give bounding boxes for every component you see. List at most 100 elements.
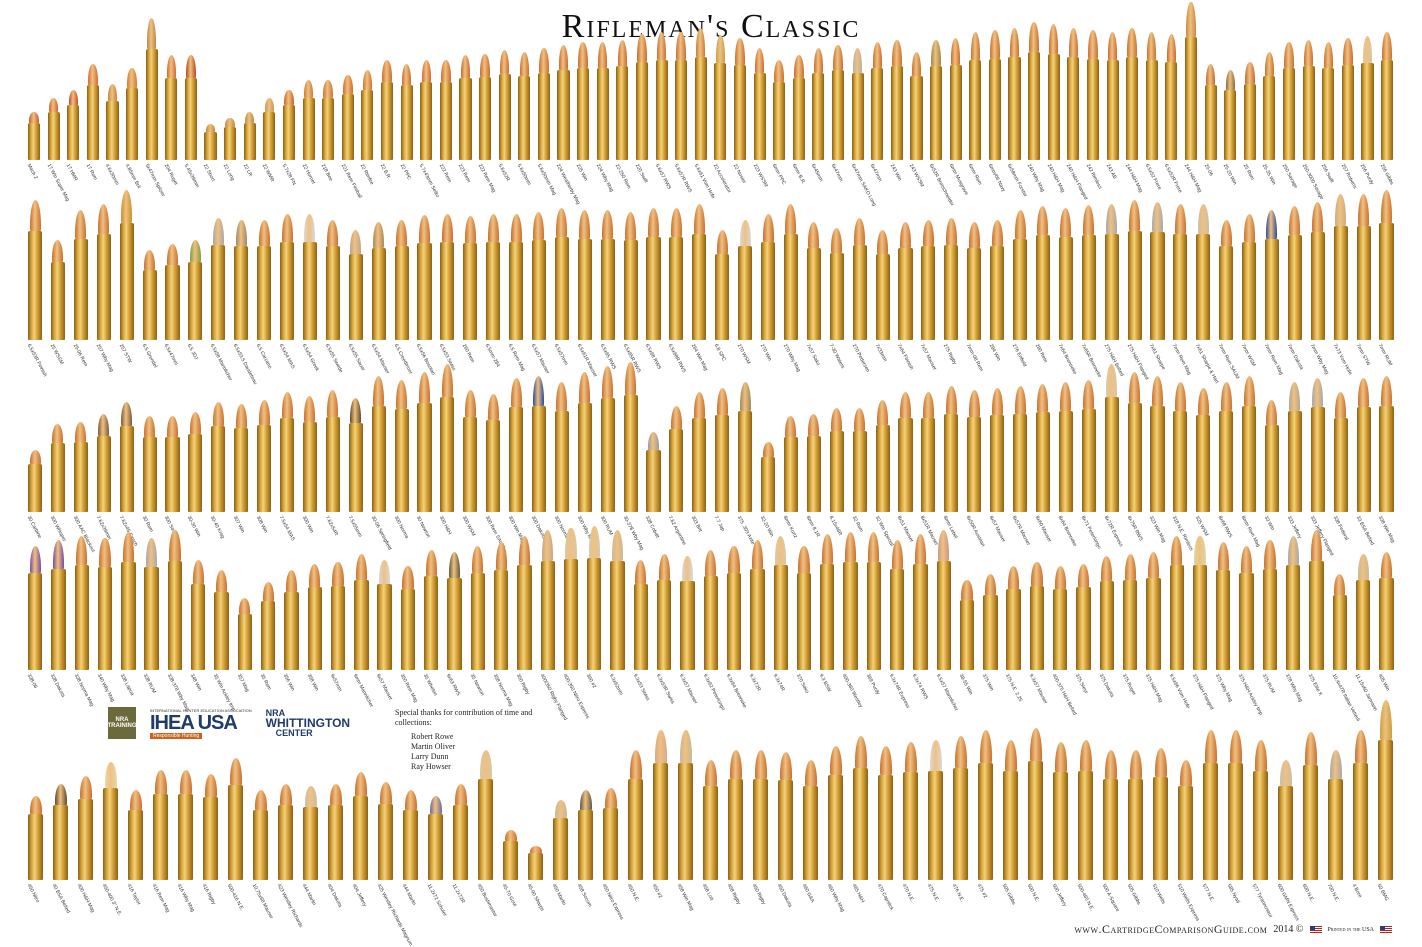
cartridge-bullet	[285, 570, 298, 592]
cartridge-case	[486, 242, 501, 340]
cartridge: 30-30 Win	[186, 412, 203, 538]
cartridge-bullet	[1060, 382, 1072, 411]
cartridge-bullet	[852, 48, 863, 73]
cartridge-case	[531, 240, 547, 340]
cartridge-case	[459, 78, 472, 160]
cartridge-case	[28, 814, 44, 880]
cartridge: 256 Purdy	[1359, 36, 1375, 186]
cartridge-bullet	[29, 546, 41, 573]
cartridge-bullet	[1358, 194, 1370, 226]
cartridge-case	[554, 411, 569, 512]
cartridge-label: 369 Purdy	[864, 673, 881, 696]
cartridge-bullet	[565, 528, 577, 559]
cartridge: 22 Rimfire	[359, 70, 375, 186]
cartridge-label: 450 Rigby	[750, 883, 767, 906]
cartridge-case	[463, 417, 478, 512]
cartridge: 6mm/06 Navy	[987, 30, 1006, 193]
cartridge: 8x75R RWS	[1125, 372, 1143, 542]
cartridge-label: 35 Whelen	[421, 673, 439, 697]
cartridge: 476 N.E.	[951, 736, 969, 903]
cartridge-case	[165, 437, 180, 512]
cartridge-label: 458 Rigby	[725, 883, 742, 906]
cartridge: 33 Win	[1263, 400, 1280, 532]
cartridge: 8mm Lebel	[942, 386, 959, 540]
cartridge-case	[1310, 232, 1325, 340]
cartridge: 375 Dakota	[1097, 556, 1115, 698]
cartridge-case	[1122, 580, 1138, 670]
cartridge-bullet	[829, 746, 842, 775]
cartridge: 600 GMN Express	[1276, 760, 1300, 922]
cartridge: 9x63 RWS	[445, 552, 462, 697]
cartridge-case	[142, 437, 157, 512]
cartridge: 9.3x62mm	[608, 530, 625, 696]
cartridge: 6.5 JDJ	[186, 240, 203, 361]
cartridge-case	[889, 569, 905, 670]
cartridge-case	[1150, 406, 1165, 512]
cartridge: 11.2x72R	[451, 784, 469, 904]
cartridge-bullet	[186, 55, 196, 78]
cartridge-case	[257, 246, 272, 340]
cartridge-bullet	[716, 230, 728, 254]
cartridge-bullet	[1220, 220, 1232, 246]
cartridge-case	[361, 90, 374, 160]
cartridge-bullet	[29, 200, 41, 231]
us-flag-icon	[1380, 925, 1392, 934]
whittington-logo-nra: NRA	[265, 708, 286, 718]
cartridge-label: 50 BMG	[1375, 883, 1390, 903]
cartridge-label: 500 N.E.	[1025, 883, 1041, 904]
cartridge-label: 218 Bee	[319, 163, 334, 183]
cartridge-bullet	[945, 218, 957, 245]
cartridge-label: 450 Nitro Express	[600, 883, 625, 921]
cartridge-label: 25 Rem	[1241, 163, 1256, 182]
cartridge-case	[1328, 779, 1344, 880]
cartridge-bullet	[258, 400, 270, 425]
cartridge-case	[936, 561, 951, 670]
cartridge-bullet	[1382, 32, 1392, 60]
cartridge: 11.15x60 Jarmann	[1354, 554, 1378, 712]
cartridge: 32 Win Special	[873, 400, 894, 547]
cartridge: 358 Win	[305, 564, 322, 692]
website-url[interactable]: www.CartridgeComparisonGuide.com	[1074, 922, 1268, 936]
cartridge-label: 404 Dakota	[325, 883, 344, 909]
cartridge: 6.5x58 Mannlicher	[209, 218, 233, 382]
cartridge-bullet	[648, 432, 660, 450]
cartridge-label: 6.5x52 Frere	[1143, 163, 1163, 191]
cartridge-bullet	[617, 40, 628, 66]
cartridge: 7x64 Brenneke	[1056, 208, 1078, 376]
cartridge: 6x58mm Forster	[1006, 28, 1029, 198]
cartridge-case	[1173, 411, 1188, 512]
cartridge-label: 358 Win	[305, 673, 320, 693]
cartridge: 444 Marlin	[401, 790, 419, 906]
cartridge-label: 450-400 3" N.E.	[100, 883, 123, 918]
cartridge-case	[237, 614, 253, 670]
cartridge-case	[557, 70, 570, 160]
whittington-logo-name: WHITTINGTON	[265, 716, 351, 730]
cartridge-bullet	[239, 598, 251, 614]
cartridge-bullet	[1129, 200, 1141, 231]
cartridge-case	[165, 265, 180, 340]
cartridge: 458 Lott	[701, 760, 719, 902]
cartridge-bullet	[264, 98, 275, 112]
cartridge-case	[1104, 234, 1119, 340]
cartridge-label: 17 Rem	[84, 163, 99, 182]
cartridge-label: 9.3 BSW	[817, 673, 833, 694]
cartridge-case	[1361, 63, 1374, 160]
cartridge-case	[470, 573, 485, 670]
cartridge-bullet	[215, 570, 228, 592]
cartridge: 338 Dakota	[49, 540, 66, 698]
cartridge-case	[903, 772, 919, 880]
cartridge-case	[302, 422, 317, 512]
cartridge-bullet	[1029, 22, 1039, 52]
cartridge: 264 Win Mag	[690, 204, 709, 372]
cartridge: 270 Win	[759, 214, 776, 362]
cartridge-label: 9.3x74R	[771, 673, 786, 693]
cartridge-bullet	[1266, 210, 1278, 239]
cartridge-bullet	[1358, 378, 1370, 407]
cartridge: 404 Dakota	[326, 784, 344, 908]
cartridge-case	[282, 105, 296, 160]
cartridge-label: 223 WSSM	[751, 163, 769, 189]
cartridge-label: 9.3x62mm	[608, 673, 625, 697]
cartridge: 17 Win Super Mag	[45, 98, 70, 202]
cartridge-label: 40 BSA Belted	[50, 883, 72, 915]
cartridge-label: 22 Hornet	[300, 163, 316, 186]
